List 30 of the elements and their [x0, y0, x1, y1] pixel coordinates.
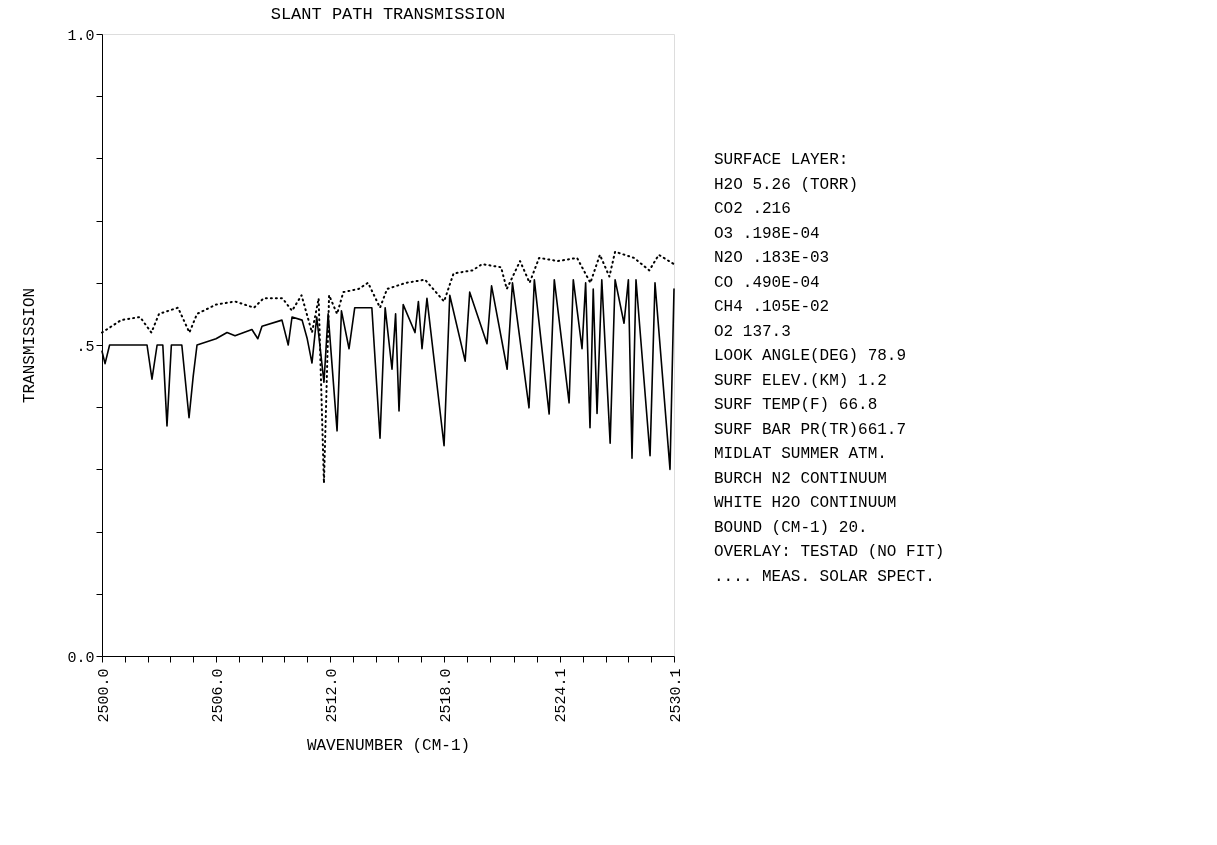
text: .... MEAS. SOLAR SPECT. [714, 567, 935, 586]
text: MIDLAT SUMMER ATM. [714, 445, 887, 463]
text: OVERLAY: TESTAD (NO FIT) [714, 543, 945, 561]
x-tick-label: 2524.1 [553, 668, 571, 723]
x-tick-label: 2512.0 [323, 668, 341, 723]
x-tick-label: 2530.1 [667, 668, 685, 723]
chart-title: SLANT PATH TRANSMISSION [270, 5, 506, 24]
text: CO2 .216 [714, 200, 791, 218]
text: SURF TEMP(F) 66.8 [714, 396, 878, 414]
text: BOUND (CM-1) 20. [714, 518, 868, 537]
text: N2O .183E-03 [714, 249, 830, 267]
text: CH4 .105E-02 [714, 298, 830, 316]
text: SURF ELEV.(KM) 1.2 [714, 371, 887, 390]
x-axis-title: WAVENUMBER (CM-1) [306, 736, 471, 755]
x-tick-label: 2500.0 [95, 668, 113, 723]
text: BURCH N2 CONTINUUM [714, 469, 887, 488]
y-tick-label: .5 [76, 338, 95, 356]
y-tick-label: 1.0 [67, 27, 95, 45]
x-tick-label: 2518.0 [437, 668, 455, 723]
text: H2O 5.26 (TORR) [714, 175, 859, 194]
x-tick-label: 2506.0 [209, 668, 227, 723]
y-axis-title: TRANSMISSION [21, 287, 40, 404]
y-tick-label: 0.0 [67, 649, 95, 667]
text: CO .490E-04 [714, 273, 820, 292]
text: O2 137.3 [714, 322, 791, 341]
text: LOOK ANGLE(DEG) 78.9 [714, 347, 907, 365]
text: WHITE H2O CONTINUUM [714, 494, 897, 512]
text: SURF BAR PR(TR)661.7 [714, 420, 907, 439]
text: SURFACE LAYER: [714, 151, 849, 169]
text: O3 .198E-04 [714, 224, 820, 243]
